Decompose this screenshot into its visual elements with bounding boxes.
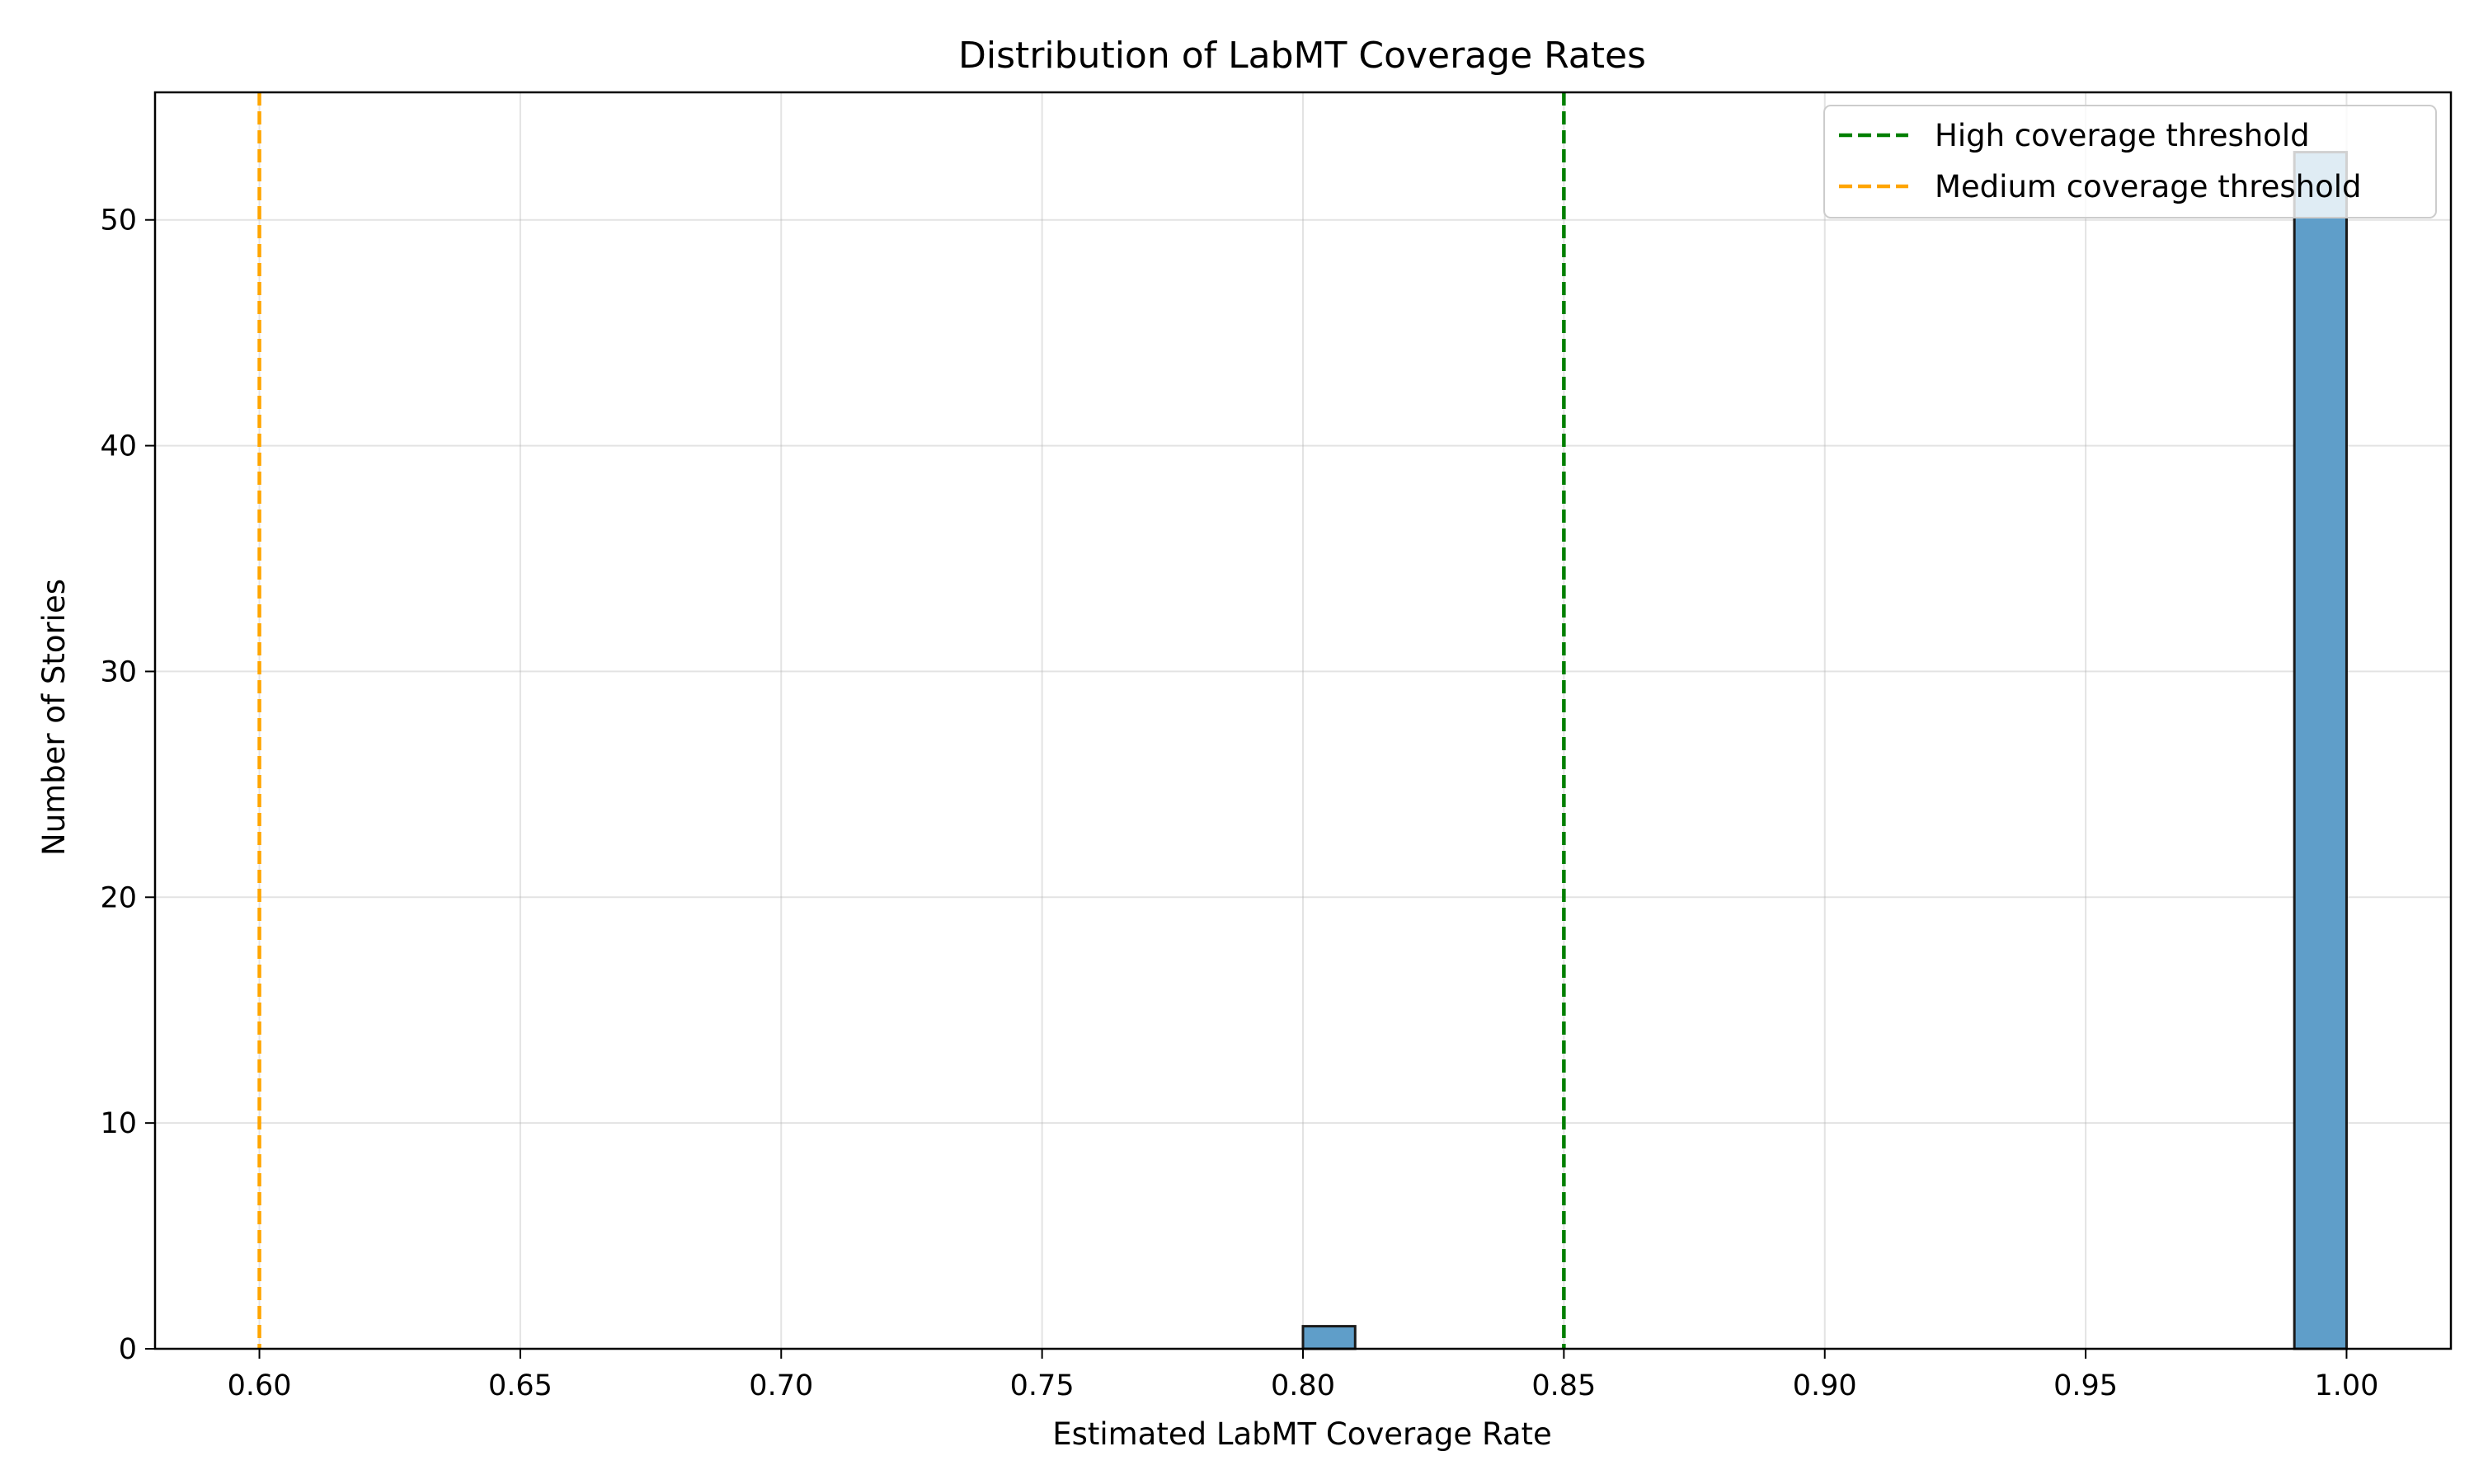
y-tick-label: 40	[100, 430, 137, 463]
x-axis-ticks: 0.60 0.65 0.70 0.75 0.80 0.85 0.90 0.95 1.00	[228, 1349, 2378, 1402]
y-tick-label: 0	[119, 1333, 137, 1366]
x-tick-label: 1.00	[2314, 1369, 2378, 1402]
x-tick-label: 0.75	[1010, 1369, 1075, 1402]
y-tick-label: 50	[100, 204, 137, 237]
histogram-bar	[1301, 1325, 1357, 1350]
y-tick-label: 10	[100, 1107, 137, 1140]
x-tick-label: 0.60	[228, 1369, 292, 1402]
legend-label: Medium coverage threshold	[1935, 169, 2362, 204]
x-tick-label: 0.95	[2053, 1369, 2118, 1402]
x-axis-label: Estimated LabMT Coverage Rate	[1052, 1416, 1552, 1452]
y-axis-label: Number of Stories	[36, 579, 72, 856]
threshold-lines	[257, 92, 1566, 1349]
x-tick-label: 0.80	[1271, 1369, 1335, 1402]
legend-label: High coverage threshold	[1935, 118, 2310, 153]
legend: High coverage threshold Medium coverage t…	[1823, 105, 2437, 218]
y-tick-label: 20	[100, 881, 137, 914]
y-axis-ticks: 0 10 20 30 40 50	[100, 204, 155, 1366]
chart-title: Distribution of LabMT Coverage Rates	[958, 35, 1646, 77]
x-tick-label: 0.70	[749, 1369, 813, 1402]
x-tick-label: 0.65	[488, 1369, 553, 1402]
x-tick-label: 0.85	[1531, 1369, 1596, 1402]
x-tick-label: 0.90	[1793, 1369, 1857, 1402]
y-tick-label: 30	[100, 655, 137, 688]
histogram-bar	[2293, 151, 2348, 1350]
legend-box	[1823, 105, 2437, 218]
